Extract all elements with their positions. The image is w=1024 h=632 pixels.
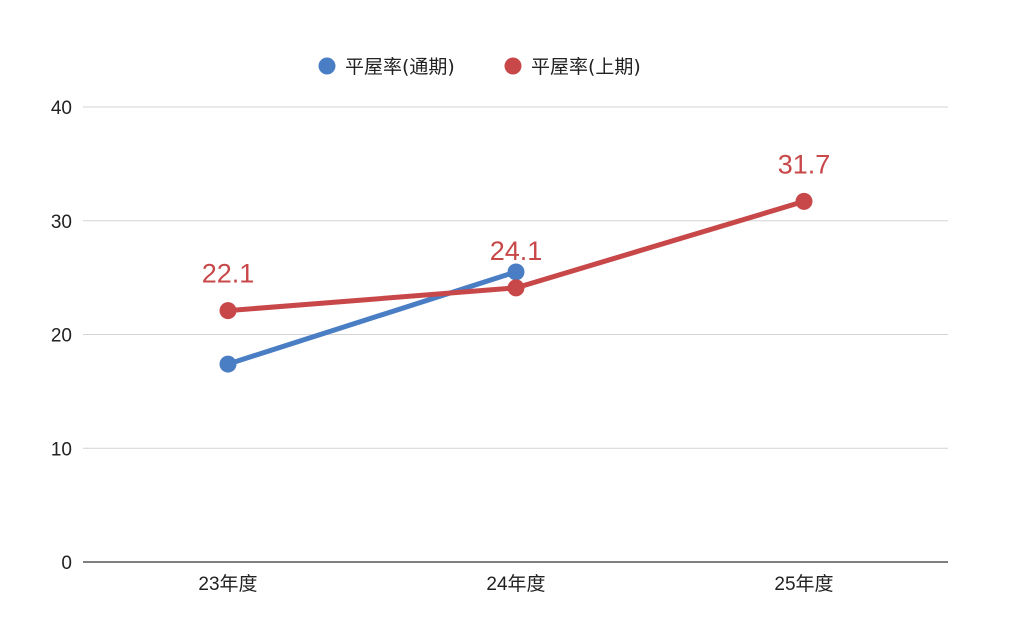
series-line-0 <box>225 269 519 367</box>
legend-label-1: 平屋率(上期) <box>531 56 641 78</box>
legend-marker-1 <box>504 57 522 75</box>
x-tick-label-1: 24年度 <box>486 573 545 595</box>
data-point-s0-1 <box>507 263 525 281</box>
series <box>219 192 813 373</box>
y-tick-label-10: 10 <box>51 439 72 460</box>
data-label-s1-1: 24.1 <box>490 236 543 266</box>
y-tick-label-0: 0 <box>61 553 72 574</box>
data-point-s0-0 <box>219 355 237 373</box>
x-tick-label-2: 25年度 <box>774 573 833 595</box>
data-point-s1-2 <box>795 192 813 210</box>
data-labels: 22.1 24.1 31.7 <box>202 149 831 288</box>
data-point-s1-1 <box>507 279 525 297</box>
data-label-s1-2: 31.7 <box>778 149 831 179</box>
axes: 0 10 20 30 40 23年度 24年度 25年度 <box>51 98 948 595</box>
data-label-s1-0: 22.1 <box>202 259 255 289</box>
legend-label-0: 平屋率(通期) <box>345 56 455 78</box>
legend: 平屋率(通期) 平屋率(上期) <box>318 56 641 78</box>
y-tick-label-30: 30 <box>51 212 72 233</box>
gridlines <box>83 106 948 449</box>
x-tick-label-0: 23年度 <box>198 573 257 595</box>
y-tick-label-40: 40 <box>51 98 72 119</box>
data-point-s1-0 <box>219 302 237 320</box>
legend-marker-0 <box>318 57 336 75</box>
y-tick-label-20: 20 <box>51 326 72 347</box>
